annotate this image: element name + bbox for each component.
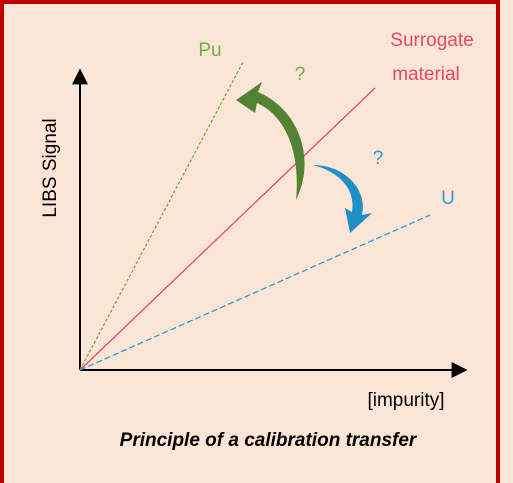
surrogate-label: material (392, 64, 460, 85)
y-axis-label: LIBS Signal (40, 118, 61, 217)
pu-label: Pu (198, 40, 221, 61)
surrogate-line (79, 87, 376, 371)
question-mark: ? (295, 64, 306, 85)
arrow-pu (236, 82, 305, 200)
pu-line (79, 61, 244, 371)
u-line (79, 214, 431, 371)
surrogate-label: Surrogate (390, 30, 473, 51)
caption: Principle of a calibration transfer (120, 430, 418, 451)
u-label: U (441, 188, 455, 209)
arrow-u (313, 165, 372, 233)
x-axis-label: [impurity] (367, 390, 444, 411)
frame (0, 0, 500, 483)
question-mark: ? (373, 148, 384, 169)
